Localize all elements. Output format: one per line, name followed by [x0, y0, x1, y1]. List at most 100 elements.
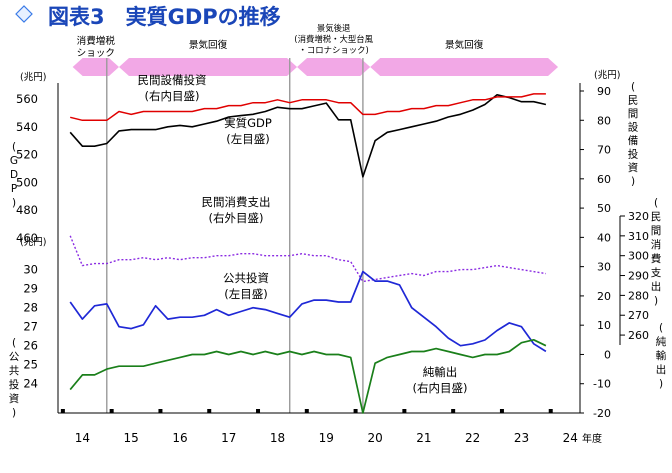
x-tick-label: 19 — [319, 431, 334, 445]
right-inner-tick-label: 90 — [597, 85, 611, 98]
public-tick-label: 26 — [23, 339, 38, 353]
right-inner-tick-label: 50 — [597, 202, 611, 215]
period-band-arrow — [370, 58, 559, 76]
x-tick-label: 15 — [124, 431, 139, 445]
x-tick-label: 14 — [75, 431, 90, 445]
consumption-axis-label: 民 — [651, 211, 662, 223]
year-marker — [60, 409, 65, 413]
period-label: ショック — [77, 48, 115, 59]
gdp-unit-label: (兆円) — [20, 72, 46, 83]
right-inner-tick-label: -20 — [593, 407, 611, 420]
x-tick-label: 17 — [221, 431, 236, 445]
year-marker — [158, 409, 163, 413]
gdp-tick-label: 520 — [16, 148, 38, 162]
public-series-label: (左目盛) — [224, 287, 267, 301]
x-tick-label: 16 — [172, 431, 187, 445]
period-label: 景気後退 — [317, 23, 351, 33]
gdp-series-label: (左目盛) — [226, 132, 269, 146]
period-label: 消費増税 — [77, 35, 116, 47]
x-tick-label: 18 — [270, 431, 285, 445]
public-tick-label: 27 — [23, 320, 38, 334]
x-tick-label: 20 — [367, 431, 382, 445]
public-axis-label: ) — [12, 407, 16, 419]
right-inner-tick-label: 20 — [597, 290, 611, 303]
x-unit-label: 年度 — [582, 432, 602, 445]
diamond-icon — [15, 5, 33, 23]
period-label: (消費増税・大型台風 — [294, 34, 373, 44]
year-marker — [353, 409, 358, 413]
gdp-line — [69, 94, 547, 178]
net_exports-line — [69, 338, 547, 414]
right-inner-tick-label: 10 — [597, 319, 611, 332]
capex-line — [70, 93, 546, 122]
right-inner-tick-label: 30 — [597, 261, 611, 274]
x-tick-label: 23 — [514, 431, 529, 445]
capex-axis-label: 投 — [628, 148, 639, 161]
consumption-axis-label: 間 — [651, 225, 662, 237]
period-label: 景気回復 — [189, 39, 228, 51]
x-tick-label: 21 — [416, 431, 431, 445]
public-axis-label: ( — [12, 337, 16, 349]
consumption-line — [69, 235, 547, 283]
gdp-tick-label: 560 — [16, 92, 38, 106]
public-axis-label: 投 — [9, 378, 20, 391]
year-marker — [207, 409, 212, 413]
gdp-axis-label: ) — [12, 197, 16, 209]
net_exports-series-label: 純輸出 — [423, 365, 458, 379]
year-marker — [304, 409, 309, 413]
year-marker — [402, 409, 407, 413]
public-axis-label: 公 — [9, 351, 20, 363]
year-marker — [451, 409, 456, 413]
period-label: ・コロナショック) — [298, 45, 368, 55]
consumption-tick-label: 260 — [628, 329, 649, 342]
capex-series-label: 民間設備投資 — [138, 73, 207, 87]
public-tick-label: 28 — [23, 301, 38, 315]
axes: 14 15 16 17 18 19 20 21 22 23 24 年度4604805005205405… — [9, 70, 667, 445]
net-exports-axis-label: 出 — [656, 363, 667, 376]
public-tick-label: 24 — [23, 377, 38, 391]
x-tick-label: 22 — [465, 431, 480, 445]
consumption-tick-label: 270 — [628, 309, 649, 322]
consumption-tick-label: 290 — [628, 270, 649, 283]
consumption-axis-label: 消 — [651, 238, 662, 251]
right-inner-tick-label: 40 — [597, 231, 611, 244]
consumption-tick-label: 310 — [628, 230, 649, 243]
gdp-tick-label: 540 — [16, 120, 38, 134]
gdp-tick-label: 460 — [16, 231, 38, 245]
gdp-axis-label: G — [10, 155, 18, 167]
consumption-axis-label: 支 — [651, 267, 662, 279]
capex-axis-label: 資 — [628, 162, 639, 174]
right-inner-unit-label: (兆円) — [594, 70, 620, 81]
series-lines — [69, 93, 547, 414]
right-inner-tick-label: 0 — [604, 348, 611, 361]
gdp-series-label: 実質GDP — [224, 116, 272, 130]
consumption-series-label: (右外目盛) — [209, 211, 264, 225]
capex-axis-label: ) — [631, 176, 635, 188]
capex-axis-label: 設 — [628, 121, 639, 134]
year-marker — [109, 409, 114, 413]
capex-axis-label: 備 — [628, 134, 639, 147]
right-inner-tick-label: -10 — [593, 378, 611, 391]
public-unit-label: (兆円) — [20, 237, 46, 248]
period-label: 景気回復 — [445, 39, 484, 51]
x-tick-label: 24 — [563, 431, 578, 445]
public-tick-label: 25 — [23, 358, 38, 372]
public-axis-label: 共 — [9, 365, 20, 377]
net-exports-axis-label: ) — [659, 378, 663, 390]
year-marker — [548, 409, 553, 413]
net_exports-series-label: (右内目盛) — [413, 381, 468, 395]
consumption-tick-label: 280 — [628, 289, 649, 302]
public-series-label: 公共投資 — [223, 271, 269, 285]
gdp-tick-label: 480 — [16, 203, 38, 217]
consumption-tick-label: 320 — [628, 210, 649, 223]
consumption-axis-label: ) — [654, 295, 658, 307]
public-axis-label: 資 — [9, 393, 20, 405]
capex-series-label: (右内目盛) — [145, 89, 200, 103]
series-labels: 実質GDP (左目盛) 民間設備投資 (右内目盛) 民間消費支出 (右外目盛) 公共投資 (左… — [138, 73, 468, 395]
consumption-axis-label: ( — [654, 197, 658, 209]
plot-frame — [57, 58, 621, 414]
gdp-axis-label: D — [10, 169, 18, 181]
gdp-axis-label: ( — [12, 141, 16, 153]
